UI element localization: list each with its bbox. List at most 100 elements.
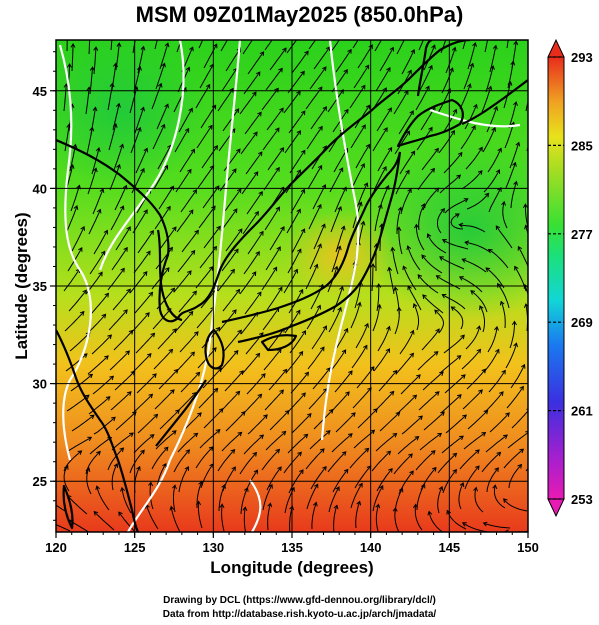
streamline-arrowhead <box>409 110 414 115</box>
streamline-arrowhead <box>221 483 226 489</box>
streamline-arrowhead <box>163 446 169 452</box>
streamline-arrowhead <box>358 482 363 488</box>
streamline-arrowhead <box>476 348 482 354</box>
streamline <box>328 486 340 513</box>
streamline <box>393 453 413 475</box>
streamline-arrowhead <box>497 147 502 153</box>
streamline-arrowhead <box>341 451 347 456</box>
streamline-arrowhead <box>335 486 340 492</box>
streamline <box>90 293 109 315</box>
streamline-arrowhead <box>525 430 528 436</box>
streamline-arrowhead <box>345 391 350 396</box>
streamline <box>530 467 540 491</box>
streamline-arrowhead <box>164 103 169 109</box>
streamline <box>305 264 318 290</box>
streamline <box>334 370 353 393</box>
streamline-arrowhead <box>300 188 306 194</box>
y-tick-label: 35 <box>33 279 47 294</box>
streamline <box>243 507 247 532</box>
y-tick-label: 45 <box>33 84 47 99</box>
streamline-arrowhead <box>148 481 154 487</box>
streamline-arrowhead <box>458 276 464 281</box>
streamline-arrowhead <box>364 447 370 453</box>
streamline-arrowhead <box>459 435 464 441</box>
streamline-arrowhead <box>511 320 517 326</box>
streamline <box>267 503 271 531</box>
streamline <box>174 311 194 333</box>
streamline-arrowhead <box>441 294 447 299</box>
streamline-arrowhead <box>493 105 499 111</box>
streamline-arrowhead <box>261 373 266 378</box>
streamline-arrowhead <box>455 213 460 218</box>
streamline <box>462 389 483 410</box>
streamline-arrowhead <box>390 246 396 252</box>
streamline-arrowhead <box>338 167 344 173</box>
streamline-arrowhead <box>230 268 235 274</box>
streamline-arrowhead <box>104 355 109 360</box>
streamline-arrowhead <box>519 448 525 454</box>
streamline-arrowhead <box>431 44 436 50</box>
streamline-arrowhead <box>531 125 535 129</box>
streamline-arrowhead <box>107 334 112 340</box>
colorbar-tick-label: 253 <box>571 492 593 507</box>
streamline-arrowhead <box>452 452 458 458</box>
streamline <box>263 167 280 191</box>
streamline-arrowhead <box>343 30 347 34</box>
streamline <box>135 148 148 174</box>
streamline <box>421 254 443 274</box>
streamline <box>285 351 303 374</box>
streamline <box>178 466 189 493</box>
streamline-arrowhead <box>103 229 108 235</box>
streamline-arrowhead <box>190 249 196 255</box>
streamline <box>529 389 545 411</box>
y-tick-label: 25 <box>33 474 47 489</box>
streamline <box>506 386 524 409</box>
streamline-arrowhead <box>219 503 225 509</box>
streamline-arrowhead <box>543 367 547 371</box>
streamline-arrowhead <box>383 127 388 133</box>
coast-kyushu <box>204 328 225 370</box>
streamline <box>398 470 414 495</box>
streamline-arrowhead <box>320 346 325 352</box>
streamline <box>464 104 478 130</box>
streamline-arrowhead <box>456 355 462 360</box>
streamline <box>462 40 467 50</box>
contour-line-west <box>58 44 92 461</box>
streamline <box>261 88 279 111</box>
streamline <box>530 64 534 91</box>
streamline-arrowhead <box>523 283 528 289</box>
streamline-arrowhead <box>495 348 500 354</box>
streamline-arrowhead <box>184 466 189 471</box>
streamline <box>291 413 312 434</box>
streamline-arrowhead <box>118 511 123 517</box>
streamline <box>217 449 235 472</box>
streamline <box>493 485 506 509</box>
streamline-arrowhead <box>312 501 318 507</box>
streamline-arrowhead <box>385 348 391 353</box>
streamline-arrowhead <box>469 62 475 68</box>
streamline <box>174 128 190 153</box>
streamline <box>197 501 203 529</box>
streamline <box>439 256 465 270</box>
coast-shikoku <box>260 334 298 352</box>
streamline-arrowhead <box>95 146 101 152</box>
streamline-arrowhead <box>194 229 199 235</box>
streamline <box>239 452 257 475</box>
streamline-arrowhead <box>499 300 505 306</box>
streamline-arrowhead <box>242 506 248 512</box>
streamline <box>309 66 327 90</box>
contour-line-south <box>249 479 262 532</box>
streamline-arrowhead <box>300 70 305 76</box>
streamline <box>507 431 528 449</box>
streamline <box>377 147 393 172</box>
streamline <box>439 355 462 374</box>
streamline-arrowhead <box>370 263 376 268</box>
x-tick-label: 125 <box>124 540 146 555</box>
streamline-arrowhead <box>136 126 142 132</box>
streamline-arrowhead <box>259 434 265 440</box>
streamline <box>419 65 433 91</box>
streamline-arrowhead <box>277 28 281 32</box>
streamline <box>269 410 290 431</box>
streamline <box>310 466 327 490</box>
streamline <box>217 88 234 112</box>
